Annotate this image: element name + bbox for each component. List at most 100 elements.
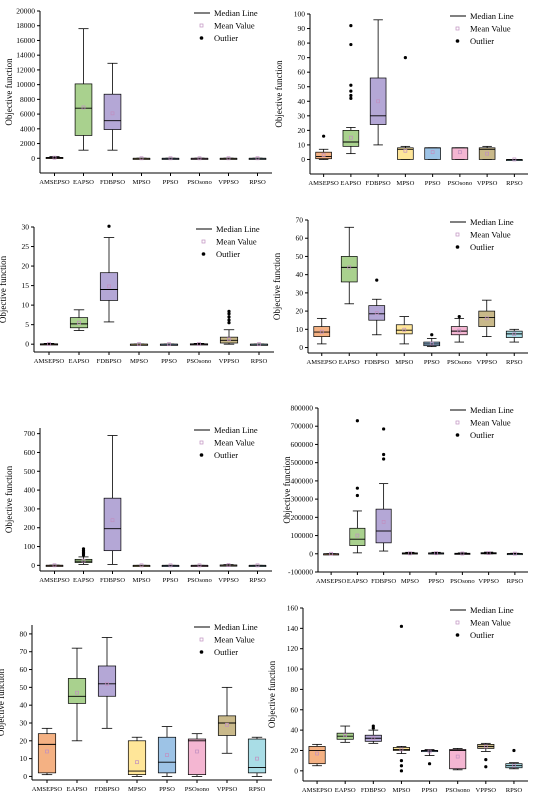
y-tick-label: 10 (298, 140, 306, 149)
x-tick-label: AMSEPSO (39, 179, 70, 186)
x-tick-label: PPSO (161, 358, 177, 365)
outlier-point (349, 89, 353, 93)
iqr-box (99, 272, 119, 301)
mean-marker (460, 551, 465, 556)
y-tick-label: 10 (296, 325, 304, 334)
x-tick-label: RPSO (506, 359, 523, 366)
outlier-point (399, 764, 404, 768)
iqr-box (315, 151, 332, 160)
x-tick-label: PSOsono (447, 359, 472, 366)
legend-outlier-swatch (199, 36, 204, 40)
y-tick-label: 40 (296, 270, 304, 279)
y-tick-label: 70 (298, 53, 306, 62)
outlier-point (81, 547, 86, 551)
mean-marker (52, 563, 57, 568)
y-tick-label: 800000 (291, 404, 314, 413)
mean-marker (457, 328, 462, 333)
y-tick-label: 6000 (20, 110, 35, 119)
x-tick-label: AMSEPSO (302, 787, 333, 794)
x-tick-label: MPSO (133, 577, 151, 584)
y-tick-label: 70 (20, 647, 28, 656)
x-tick-label: VPPSO (219, 358, 240, 365)
outlier-point (403, 56, 407, 60)
x-tick-label: MPSO (392, 787, 410, 794)
x-tick-label: EAPSO (335, 787, 356, 794)
y-axis-title: Objective function (274, 60, 284, 128)
mean-marker (376, 99, 380, 104)
mean-marker (226, 563, 231, 567)
outlier-point (484, 758, 488, 762)
y-tick-label: 2000 (20, 139, 35, 148)
outlier-point (355, 419, 359, 423)
iqr-box (97, 665, 117, 697)
x-tick-label: PPSO (422, 787, 438, 794)
x-tick-label: MPSO (133, 179, 151, 186)
iqr-box (313, 326, 331, 337)
outlier-point (349, 83, 353, 87)
chart-panel-2: 0 10 20 30 40 50 60 70 80 90 100 Objective function… (274, 10, 528, 187)
y-tick-label: 18000 (16, 21, 35, 30)
mean-marker (512, 763, 516, 768)
legend-outlier-swatch (199, 453, 204, 457)
x-tick-label: RPSO (249, 786, 266, 793)
legend-mean-label: Mean Value (470, 230, 511, 240)
mean-marker (485, 151, 489, 156)
mean-marker (255, 563, 260, 568)
y-tick-label: 20 (20, 736, 28, 745)
y-tick-label: 90 (298, 24, 306, 33)
y-axis-title: Objective function (4, 58, 14, 126)
y-tick-label: 70 (296, 216, 304, 225)
legend-mean-label: Mean Value (470, 24, 511, 34)
legend-mean-label: Mean Value (470, 618, 511, 628)
x-tick-label: RPSO (251, 358, 268, 365)
outlier-point (399, 624, 404, 628)
x-tick-label: FDBPSO (361, 787, 386, 794)
mean-marker (139, 156, 144, 161)
x-tick-label: RPSO (507, 578, 524, 585)
outlier-point (375, 278, 379, 282)
y-tick-label: 8000 (20, 95, 35, 104)
mean-marker (255, 756, 259, 761)
mean-marker (197, 563, 202, 568)
y-tick-label: 400 (24, 486, 36, 495)
iqr-box (69, 317, 89, 329)
y-tick-label: 20 (22, 262, 30, 271)
legend-mean-swatch (201, 239, 206, 244)
mean-marker (81, 105, 86, 110)
legend-outlier-swatch (455, 245, 460, 249)
x-tick-label: PSOsono (448, 180, 473, 187)
x-tick-label: MPSO (395, 359, 413, 366)
x-tick-label: AMSEPSO (34, 358, 65, 365)
mean-marker (512, 157, 517, 162)
iqr-box (368, 305, 386, 321)
legend: Median Line Mean Value Outlier (194, 622, 258, 657)
x-tick-label: PPSO (425, 180, 441, 187)
y-tick-label: 100 (294, 10, 306, 19)
y-tick-label: 120 (287, 644, 299, 653)
mean-marker (484, 316, 489, 321)
legend: Median Line Mean Value Outlier (450, 405, 514, 440)
y-tick-label: 200 (24, 523, 36, 532)
y-tick-label: 100 (287, 665, 299, 674)
mean-marker (434, 551, 438, 556)
outlier-point (227, 321, 231, 325)
x-tick-label: VPPSO (217, 786, 238, 793)
mean-marker (77, 320, 81, 325)
y-tick-label: 400000 (291, 476, 314, 485)
legend-outlier-swatch (201, 252, 206, 256)
legend-median-label: Median Line (214, 8, 258, 18)
iqr-box (247, 738, 267, 774)
y-tick-label: 500 (24, 467, 36, 476)
legend-outlier-swatch (455, 633, 460, 637)
y-tick-label: 0 (23, 772, 27, 781)
mean-marker (329, 551, 333, 556)
mean-marker (374, 311, 379, 315)
iqr-box (342, 130, 360, 147)
legend-outlier-label: Outlier (214, 33, 238, 43)
mean-marker (349, 135, 353, 140)
mean-marker (135, 760, 139, 765)
mean-marker (197, 156, 202, 161)
x-tick-label: EAPSO (69, 358, 90, 365)
y-tick-label: 600000 (291, 440, 314, 449)
iqr-box (157, 736, 177, 774)
